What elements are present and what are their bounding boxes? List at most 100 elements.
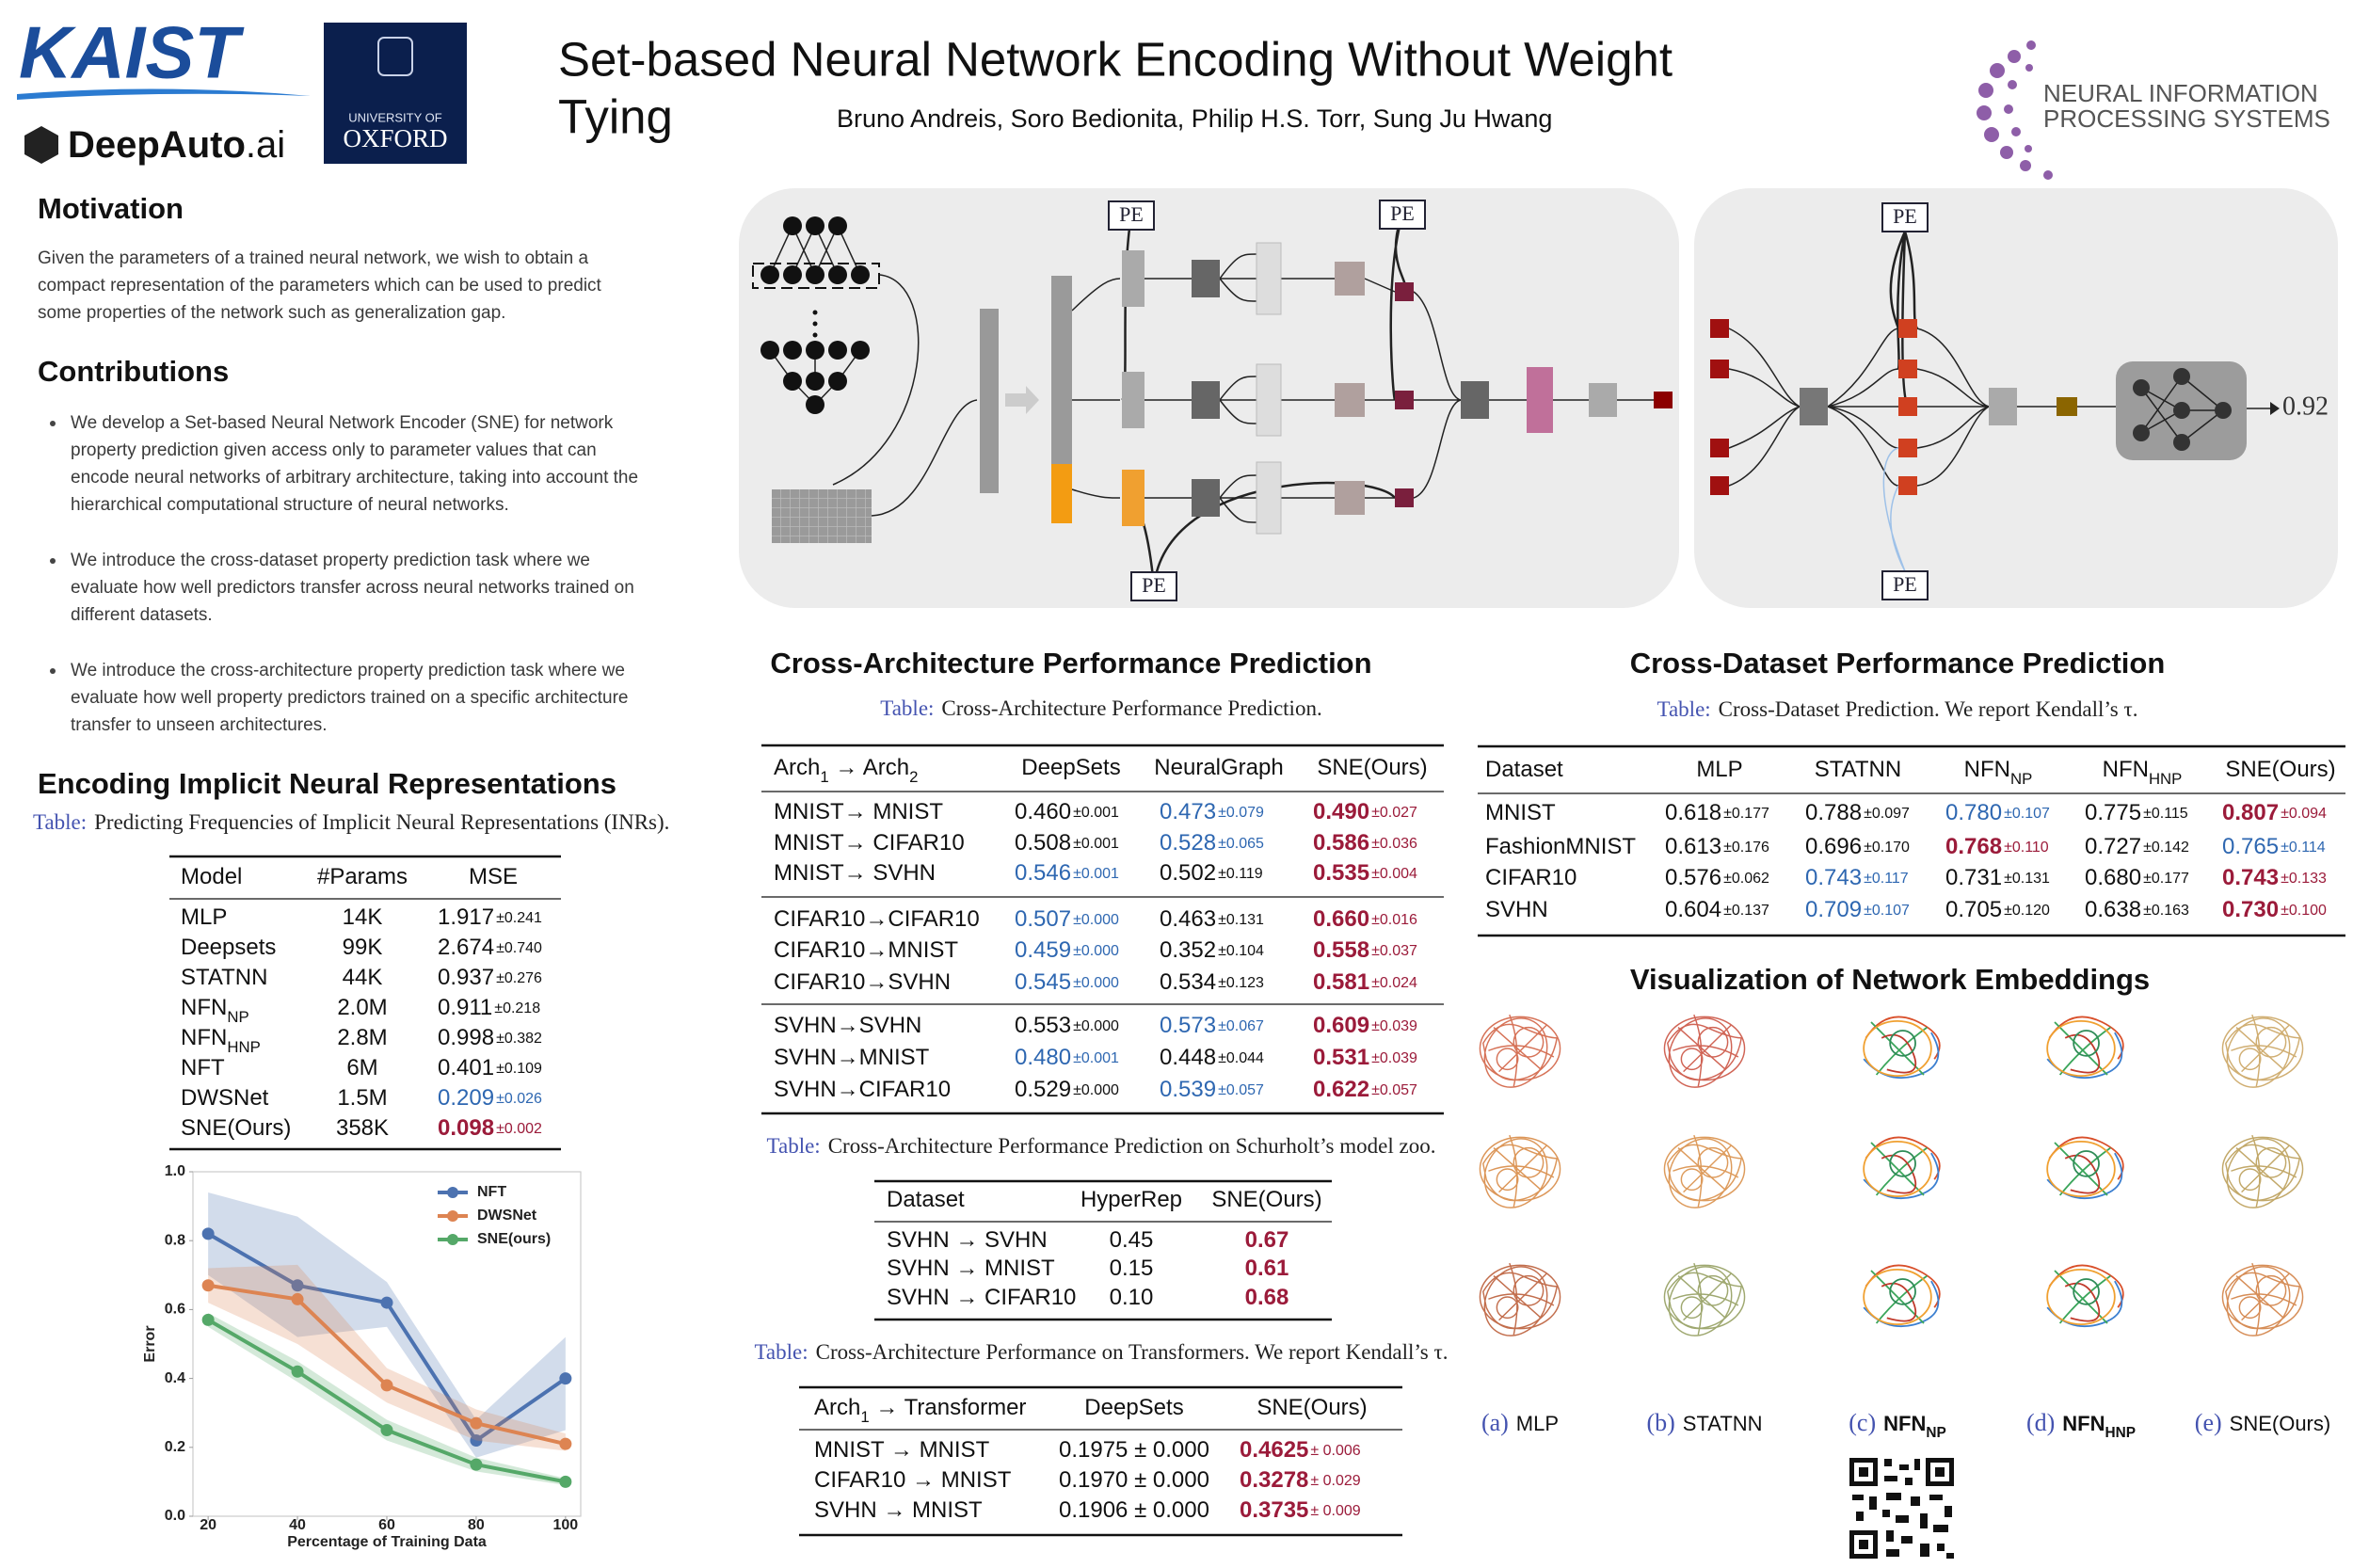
text-part: CIFAR10 → MNIST [814,1467,1012,1493]
table-cell: SNE(Ours) [181,1115,291,1141]
cell-value: 0.622 [1313,1077,1369,1102]
point [201,1279,215,1292]
bullet [50,558,56,564]
cell-std: ±0.016 [1371,912,1417,928]
block [1256,242,1282,315]
cell-value: 0.788 [1805,800,1862,825]
node [2133,379,2150,396]
node [828,341,847,360]
table-cell: 0.531 ±0.039 [1313,1045,1417,1070]
text-part: SNE(Ours) [1317,755,1427,780]
embedding [1471,1255,1561,1348]
caption-label: (a) [1481,1409,1509,1436]
dot [812,321,818,327]
cell-std: ±0.382 [496,1031,542,1047]
cell-value: 0.680 [2085,865,2141,890]
block [1589,383,1617,417]
caption-label: Table: [754,1340,808,1364]
caption-text: NFNNP [1883,1412,1946,1441]
x-tick-label: 60 [378,1517,395,1533]
plot-area [192,1171,582,1517]
section-title: Contributions [38,355,229,388]
pe-edges [1882,447,1906,572]
table-cell: MNIST→ MNIST [774,799,943,824]
table-caption: Table: Cross-Dataset Prediction. We repor… [1657,697,2138,721]
legend-marker [447,1187,458,1198]
embedding [1656,1127,1746,1220]
table-cell: 0.998 ±0.382 [438,1025,542,1050]
cell-std: ±0.079 [1218,805,1264,821]
table-cell: 2.8M [337,1025,387,1050]
text-part: SVHN→MNIST [774,1045,930,1070]
subscript: HNP [2105,1425,2137,1441]
table-cell: 0.705 ±0.120 [1945,897,2050,922]
figure-caption: (e) SNE(Ours) [2195,1409,2330,1436]
text-part: MNIST→ MNIST [774,799,943,824]
cell-std: ±0.000 [1073,1018,1119,1034]
architecture-diagram: 0.92 PE PE PE PE PE [739,188,2338,608]
text-part: 0.45 [1110,1227,1154,1253]
cell-std: ±0.062 [1723,871,1769,887]
table-cell: 0.480 ±0.001 [1015,1045,1119,1070]
legend-label: NFT [477,1184,506,1200]
table-header: Dataset [1485,757,1563,782]
table-cell: 1.917 ±0.241 [438,904,542,930]
cell-value: 0.765 [2222,834,2279,859]
cell-value: 2.674 [438,935,494,960]
section-title: Cross-Architecture Performance Predictio… [770,647,1371,680]
node [760,341,779,360]
cell-value: 0.098 [438,1115,494,1141]
table-cell: SVHN → SVHN [887,1227,1048,1253]
block [1335,383,1365,417]
table-header: MSE [469,864,518,889]
point [380,1424,393,1436]
table-cell: MNIST→ SVHN [774,860,936,886]
neurips-text: NEURAL INFORMATION [2043,79,2318,107]
node [828,216,847,235]
table-cell: 0.68 [1245,1285,1289,1310]
cell-std: ±0.117 [1864,871,1909,887]
table-cell: 0.528 ±0.065 [1160,830,1264,856]
error-band [208,1192,566,1458]
cell-value: 0.448 [1160,1045,1216,1070]
cell-value: 0.998 [438,1025,494,1050]
table-cell: FashionMNIST [1485,834,1636,859]
cell-value: 0.553 [1015,1013,1071,1038]
embedding [2046,1264,2124,1328]
block [1898,319,1917,338]
pe-box [1881,202,1929,232]
block [1192,479,1220,517]
neurips-mark [1977,40,2053,180]
node [2215,402,2232,419]
table-cell: 0.680 ±0.177 [2085,865,2189,890]
bullet-line: hierarchical computational structure of … [71,495,509,515]
section-title: Visualization of Network Embeddings [1630,963,2150,996]
qr-finder [1859,1467,1868,1477]
cell-std: ±0.037 [1371,943,1417,959]
caption-label: Table: [880,696,934,720]
table-cell: 0.1970 ± 0.000 [1059,1467,1209,1493]
caption-text: STATNN [1683,1412,1763,1435]
cell-value: 0.546 [1015,860,1071,886]
text-part: NFN [181,995,227,1020]
node [828,265,847,284]
legend-label: DWSNet [477,1208,537,1224]
table-header: SNE(Ours) [1257,1395,1367,1420]
y-axis-label: Error [142,1325,158,1362]
point [201,1313,215,1326]
text-part: DeepSets [1021,755,1120,780]
cell-std: ± 0.006 [1310,1443,1360,1459]
cell-std: ±0.170 [1864,840,1910,856]
cell-std: ±0.115 [2143,806,2188,822]
block [1898,360,1917,378]
x-tick-label: 80 [468,1517,485,1533]
table-cell: MNIST → MNIST [814,1437,990,1463]
caption-label: (d) [2026,1409,2055,1436]
table-cell: 0.535 ±0.004 [1313,860,1417,886]
table-header: STATNN [1815,757,1901,782]
table-cell: 0.807 ±0.094 [2222,800,2327,825]
cell-std: ±0.039 [1371,1018,1417,1034]
figure-caption: (b) STATNN [1646,1409,1762,1436]
deepauto-suffix: .ai [246,124,285,166]
subscript: NP [227,1008,248,1026]
